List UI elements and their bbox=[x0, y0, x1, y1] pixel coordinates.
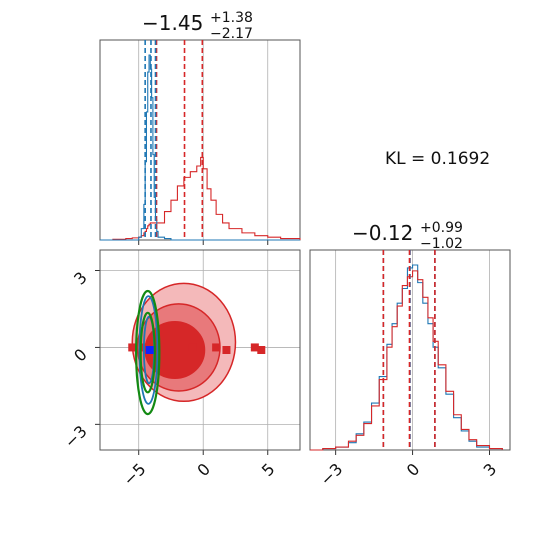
right-hist-x-tick-label-0: −3 bbox=[316, 459, 346, 489]
right-hist-x-tick-label-2: 3 bbox=[480, 459, 501, 480]
param2-title-plus: +0.99 bbox=[420, 220, 463, 236]
top-hist-frame bbox=[99, 39, 301, 241]
joint-density-axes bbox=[95, 249, 301, 455]
histogram-param1-axes bbox=[99, 39, 301, 245]
joint-red-point-1 bbox=[138, 343, 147, 352]
joint-frame bbox=[99, 249, 301, 451]
joint-red-point-3 bbox=[188, 343, 197, 352]
joint-red-point-5 bbox=[222, 346, 231, 354]
right-hist-red-series bbox=[310, 270, 503, 451]
joint-plot-area bbox=[128, 282, 266, 416]
joint-blue-contour-0 bbox=[138, 295, 159, 405]
joint-red-point-7 bbox=[257, 346, 266, 354]
histogram-param2-axes bbox=[309, 249, 511, 455]
joint-x-tick-label-1: 0 bbox=[193, 459, 214, 480]
param1-title-minus: −2.17 bbox=[210, 26, 253, 42]
joint-y-tick-label-0: −3 bbox=[61, 422, 91, 452]
joint-blue-point bbox=[145, 346, 154, 354]
top-hist-red-series bbox=[100, 156, 301, 241]
joint-y-tick-label-2: 3 bbox=[70, 268, 91, 289]
joint-x-tick-label-0: −5 bbox=[119, 459, 149, 489]
joint-red-point-0 bbox=[128, 343, 137, 352]
joint-green-contour-0 bbox=[135, 289, 161, 416]
kl-annotation: KL = 0.1692 bbox=[385, 149, 490, 169]
param1-title-plus: +1.38 bbox=[210, 10, 253, 26]
param2-title-median: −0.12 bbox=[352, 221, 413, 245]
joint-x-tick-label-2: 5 bbox=[258, 459, 279, 480]
joint-green-contour-1 bbox=[139, 311, 156, 394]
joint-y-tick-label-1: 0 bbox=[70, 345, 91, 366]
top-hist-blue-series bbox=[100, 54, 300, 241]
right-hist-x-tick-label-1: 0 bbox=[403, 459, 424, 480]
right-hist-blue-series bbox=[310, 264, 503, 451]
joint-red-point-4 bbox=[212, 343, 221, 352]
joint-red-point-6 bbox=[250, 343, 259, 352]
param2-title-minus: −1.02 bbox=[420, 236, 463, 252]
param1-title-median: −1.45 bbox=[142, 11, 203, 35]
